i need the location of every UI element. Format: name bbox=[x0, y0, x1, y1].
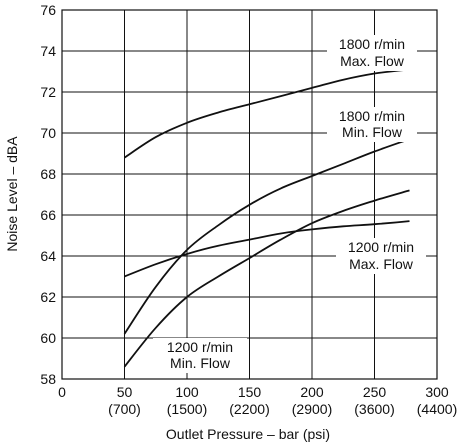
y-tick-label: 68 bbox=[40, 166, 56, 182]
label-1800-max-flow-line-2: Max. Flow bbox=[340, 53, 405, 69]
y-tick-labels: 58 60 62 64 66 68 70 72 74 76 bbox=[40, 2, 56, 387]
x-tick-sublabel: (4400) bbox=[417, 401, 457, 417]
label-1800-min-flow-line-1: 1800 r/min bbox=[339, 108, 405, 124]
x-tick-sublabel: (700) bbox=[108, 401, 141, 417]
curve-1200-min-flow bbox=[123, 189, 410, 368]
x-tick-label: 50 bbox=[117, 384, 133, 400]
label-1200-max-flow-line-1: 1200 r/min bbox=[348, 239, 414, 255]
y-tick-label: 64 bbox=[40, 248, 56, 264]
label-background bbox=[327, 107, 417, 142]
label-1200-min-flow-line-2: Min. Flow bbox=[170, 355, 231, 371]
y-tick-label: 72 bbox=[40, 84, 56, 100]
label-1800-max-flow-line-1: 1800 r/min bbox=[339, 36, 405, 52]
x-tick-sublabel: (2200) bbox=[229, 401, 269, 417]
curve-1200-max-flow bbox=[124, 220, 410, 278]
x-tick-sublabel: (1500) bbox=[167, 401, 207, 417]
label-1800-min-flow-line-2: Min. Flow bbox=[342, 124, 403, 140]
x-tick-label: 200 bbox=[300, 384, 324, 400]
y-tick-label: 58 bbox=[40, 371, 56, 387]
x-tick-sublabel: (2900) bbox=[292, 401, 332, 417]
curve-1800-max-flow bbox=[124, 68, 410, 159]
x-axis-title: Outlet Pressure – bar (psi) bbox=[166, 426, 330, 442]
x-tick-sublabel: (3600) bbox=[354, 401, 394, 417]
x-tick-label: 150 bbox=[238, 384, 262, 400]
y-tick-label: 60 bbox=[40, 330, 56, 346]
x-tick-label: 300 bbox=[425, 384, 449, 400]
label-background bbox=[153, 338, 247, 373]
y-tick-label: 74 bbox=[40, 43, 56, 59]
y-tick-label: 66 bbox=[40, 207, 56, 223]
x-tick-label: 250 bbox=[363, 384, 387, 400]
label-1200-min-flow-line-1: 1200 r/min bbox=[167, 339, 233, 355]
x-tick-label: 100 bbox=[175, 384, 199, 400]
curve-1800-min-flow bbox=[123, 138, 410, 335]
plot-frame bbox=[61, 9, 438, 380]
label-1200-max-flow-line-2: Max. Flow bbox=[349, 256, 414, 272]
y-axis-title: Noise Level – dBA bbox=[4, 136, 20, 252]
x-tick-label: 0 bbox=[58, 384, 66, 400]
label-background bbox=[336, 238, 426, 274]
y-tick-label: 70 bbox=[40, 125, 56, 141]
label-background bbox=[327, 35, 417, 71]
curves bbox=[123, 68, 410, 368]
y-tick-label: 62 bbox=[40, 289, 56, 305]
x-tick-labels: 0 50(700) 100(1500) 150(2200) 200(2900) 250(3… bbox=[58, 384, 457, 417]
y-tick-label: 76 bbox=[40, 2, 56, 18]
